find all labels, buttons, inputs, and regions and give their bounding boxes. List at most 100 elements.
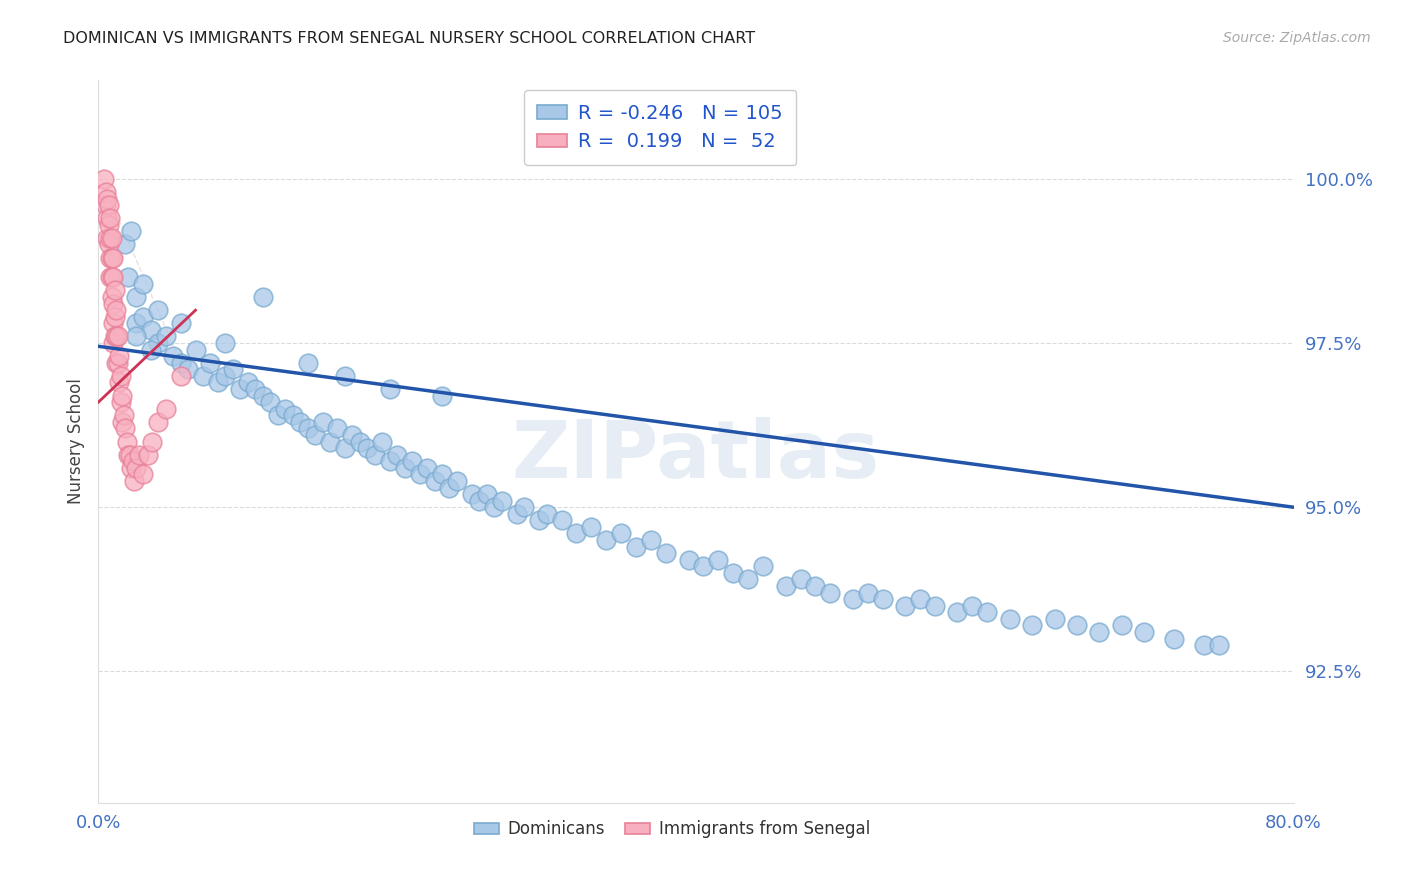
Point xyxy=(118,448,141,462)
Point xyxy=(98,251,122,265)
Point xyxy=(461,487,484,501)
Point xyxy=(775,579,797,593)
Point xyxy=(94,185,117,199)
Point xyxy=(1208,638,1230,652)
Point xyxy=(297,356,319,370)
Point xyxy=(111,415,134,429)
Point xyxy=(104,329,127,343)
Point xyxy=(184,343,207,357)
Point xyxy=(115,434,138,449)
Legend: Dominicans, Immigrants from Senegal: Dominicans, Immigrants from Senegal xyxy=(468,814,876,845)
Point xyxy=(281,409,304,423)
Point xyxy=(105,329,128,343)
Point xyxy=(101,231,124,245)
Point xyxy=(924,599,946,613)
Point xyxy=(169,356,191,370)
Point xyxy=(132,467,155,482)
Point xyxy=(141,434,163,449)
Point xyxy=(610,526,633,541)
Point xyxy=(207,376,229,390)
Point xyxy=(640,533,662,547)
Point xyxy=(998,612,1021,626)
Point xyxy=(110,368,132,383)
Point xyxy=(1021,618,1043,632)
Point xyxy=(103,296,125,310)
Point xyxy=(333,368,356,383)
Point xyxy=(364,448,387,462)
Point xyxy=(107,356,129,370)
Point xyxy=(946,605,969,619)
Point xyxy=(155,329,177,343)
Point xyxy=(259,395,281,409)
Point xyxy=(114,237,136,252)
Point xyxy=(536,507,558,521)
Point xyxy=(236,376,259,390)
Point xyxy=(214,336,236,351)
Point xyxy=(678,553,700,567)
Point xyxy=(229,382,252,396)
Point xyxy=(214,368,236,383)
Point xyxy=(804,579,827,593)
Point xyxy=(120,460,142,475)
Point xyxy=(491,493,513,508)
Point xyxy=(333,441,356,455)
Point xyxy=(252,388,274,402)
Point xyxy=(94,198,117,212)
Point xyxy=(908,592,931,607)
Point xyxy=(304,428,326,442)
Point xyxy=(655,546,678,560)
Point xyxy=(148,303,170,318)
Point xyxy=(378,382,401,396)
Point xyxy=(349,434,371,449)
Point xyxy=(222,362,245,376)
Point xyxy=(117,270,139,285)
Point xyxy=(326,421,349,435)
Point xyxy=(1192,638,1215,652)
Point xyxy=(565,526,588,541)
Point xyxy=(101,290,124,304)
Point xyxy=(112,409,135,423)
Point xyxy=(1111,618,1133,632)
Point xyxy=(1163,632,1185,646)
Point xyxy=(139,323,162,337)
Text: DOMINICAN VS IMMIGRANTS FROM SENEGAL NURSERY SCHOOL CORRELATION CHART: DOMINICAN VS IMMIGRANTS FROM SENEGAL NUR… xyxy=(63,31,755,46)
Point xyxy=(408,467,430,482)
Point xyxy=(416,460,439,475)
Point xyxy=(820,585,842,599)
Point xyxy=(162,349,184,363)
Point xyxy=(430,467,453,482)
Point xyxy=(707,553,730,567)
Point xyxy=(252,290,274,304)
Point xyxy=(311,415,333,429)
Point xyxy=(401,454,423,468)
Point xyxy=(125,290,148,304)
Point xyxy=(96,211,118,226)
Point xyxy=(120,224,142,238)
Point xyxy=(105,303,128,318)
Point xyxy=(139,343,162,357)
Point xyxy=(468,493,491,508)
Point xyxy=(737,573,759,587)
Point xyxy=(439,481,461,495)
Point xyxy=(104,284,127,298)
Point xyxy=(101,251,124,265)
Point xyxy=(107,329,129,343)
Point xyxy=(371,434,394,449)
Point xyxy=(1066,618,1088,632)
Point xyxy=(93,171,115,186)
Point xyxy=(125,329,148,343)
Point xyxy=(856,585,879,599)
Point xyxy=(111,388,134,402)
Point xyxy=(136,448,159,462)
Point xyxy=(98,211,122,226)
Point xyxy=(423,474,446,488)
Point xyxy=(692,559,714,574)
Point xyxy=(98,231,122,245)
Point xyxy=(1133,625,1156,640)
Point xyxy=(297,421,319,435)
Point xyxy=(169,316,191,330)
Point xyxy=(132,310,155,324)
Point xyxy=(789,573,811,587)
Point xyxy=(342,428,364,442)
Point xyxy=(752,559,775,574)
